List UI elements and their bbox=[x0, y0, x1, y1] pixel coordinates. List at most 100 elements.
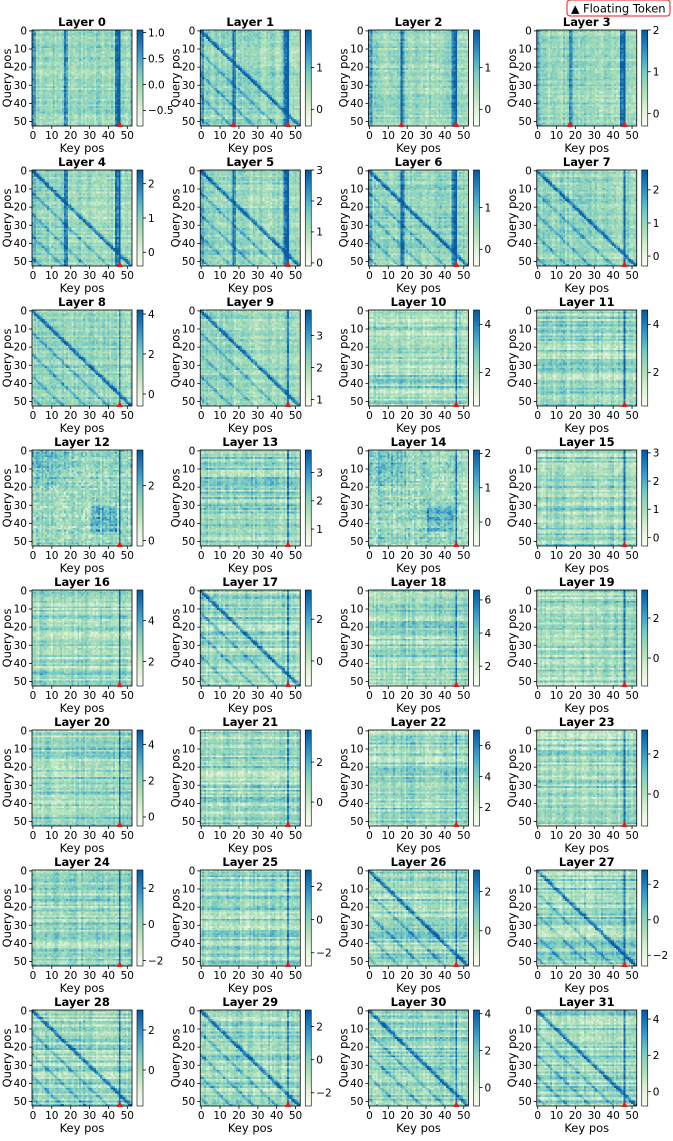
x-tick-label: 20 bbox=[232, 690, 245, 702]
colorbar-tick-label: 2 bbox=[148, 656, 155, 668]
y-tick-label: 0 bbox=[189, 166, 196, 178]
x-tick-label: 20 bbox=[64, 830, 77, 842]
x-tick-label: 50 bbox=[625, 830, 638, 842]
y-tick-label: 50 bbox=[350, 956, 363, 968]
colorbar bbox=[641, 309, 649, 407]
y-tick-label: 20 bbox=[182, 202, 195, 214]
x-tick-label: 0 bbox=[534, 970, 541, 982]
x-tick-label: 30 bbox=[83, 970, 96, 982]
x-axis-label: Key pos bbox=[60, 281, 105, 295]
y-tick-label: 20 bbox=[14, 482, 27, 494]
x-axis-label: Key pos bbox=[60, 141, 105, 155]
x-tick-label: 20 bbox=[400, 410, 413, 422]
x-tick-label: 40 bbox=[102, 130, 115, 142]
colorbar-tick-label: 0 bbox=[316, 656, 323, 668]
x-tick-label: 50 bbox=[625, 130, 638, 142]
x-tick-label: 40 bbox=[102, 550, 115, 562]
y-axis-label: Query pos bbox=[505, 49, 519, 108]
colorbar bbox=[304, 729, 312, 827]
y-tick-label: 10 bbox=[518, 464, 531, 476]
x-tick-label: 30 bbox=[588, 130, 601, 142]
y-tick-label: 10 bbox=[518, 44, 531, 56]
x-tick-label: 0 bbox=[366, 830, 373, 842]
x-tick-label: 40 bbox=[606, 130, 619, 142]
heatmap-frame bbox=[368, 729, 469, 827]
x-tick-label: 10 bbox=[382, 270, 395, 282]
floating-token-marker bbox=[566, 121, 573, 127]
y-tick-label: 20 bbox=[518, 902, 531, 914]
x-tick-label: 40 bbox=[438, 270, 451, 282]
x-tick-label: 50 bbox=[289, 1110, 302, 1122]
x-tick-label: 10 bbox=[550, 550, 563, 562]
x-tick-label: 50 bbox=[121, 970, 134, 982]
x-tick-label: 40 bbox=[438, 550, 451, 562]
x-tick-label: 30 bbox=[419, 270, 432, 282]
heatmap-frame bbox=[536, 169, 638, 267]
y-tick-label: 0 bbox=[357, 866, 364, 878]
colorbar-tick-label: 2 bbox=[485, 886, 492, 898]
heatmap-cells bbox=[536, 450, 637, 546]
x-axis-label: Key pos bbox=[564, 141, 609, 155]
colorbar bbox=[304, 869, 312, 967]
y-tick-label: 40 bbox=[518, 98, 531, 110]
panel-title: Layer 10 bbox=[391, 295, 447, 309]
colorbar bbox=[304, 309, 312, 407]
y-axis-label: Query pos bbox=[337, 49, 351, 108]
x-axis-label: Key pos bbox=[396, 841, 441, 855]
x-axis-label: Key pos bbox=[228, 841, 273, 855]
x-tick-label: 10 bbox=[45, 690, 58, 702]
colorbar-tick-label: 0 bbox=[653, 653, 660, 665]
y-tick-label: 0 bbox=[189, 446, 196, 458]
heatmap-cells bbox=[536, 310, 637, 406]
y-tick-label: 30 bbox=[518, 360, 531, 372]
y-tick-label: 0 bbox=[525, 866, 532, 878]
x-axis-label: Key pos bbox=[396, 141, 441, 155]
colorbar bbox=[473, 1009, 480, 1107]
panel-title: Layer 1 bbox=[226, 15, 274, 29]
y-tick-label: 0 bbox=[357, 586, 364, 598]
floating-token-marker bbox=[116, 541, 123, 547]
colorbar-tick-label: 1 bbox=[653, 504, 660, 516]
x-axis-label: Key pos bbox=[228, 701, 273, 715]
y-tick-label: 50 bbox=[14, 676, 27, 688]
y-tick-label: 10 bbox=[14, 44, 27, 56]
panel-title: Layer 7 bbox=[563, 155, 611, 169]
x-tick-label: 40 bbox=[102, 970, 115, 982]
y-axis-label: Query pos bbox=[505, 189, 519, 248]
colorbar-tick-label: 0 bbox=[653, 251, 660, 263]
x-tick-label: 50 bbox=[457, 410, 470, 422]
x-axis-label: Key pos bbox=[60, 981, 105, 995]
colorbar-tick-label: 4 bbox=[148, 309, 155, 321]
x-tick-label: 10 bbox=[213, 550, 226, 562]
x-tick-label: 50 bbox=[289, 130, 302, 142]
panel-title: Layer 15 bbox=[559, 435, 615, 449]
y-tick-label: 50 bbox=[14, 396, 27, 408]
y-tick-label: 30 bbox=[518, 220, 531, 232]
heatmap-frame bbox=[199, 449, 301, 547]
colorbar bbox=[136, 449, 144, 547]
y-tick-label: 10 bbox=[350, 884, 363, 896]
y-tick-label: 30 bbox=[350, 500, 363, 512]
y-axis-label: Query pos bbox=[337, 469, 351, 528]
y-tick-label: 50 bbox=[518, 956, 531, 968]
y-tick-label: 40 bbox=[182, 658, 195, 670]
heatmap-cells bbox=[200, 310, 301, 406]
y-tick-label: 50 bbox=[14, 116, 27, 128]
heatmap-frame bbox=[31, 309, 133, 407]
y-tick-label: 0 bbox=[525, 306, 532, 318]
colorbar bbox=[304, 589, 312, 687]
y-tick-label: 30 bbox=[350, 780, 363, 792]
y-tick-label: 40 bbox=[182, 1078, 195, 1090]
y-axis-label: Query pos bbox=[168, 609, 182, 668]
y-tick-label: 10 bbox=[518, 884, 531, 896]
x-tick-label: 0 bbox=[30, 830, 37, 842]
y-tick-label: 10 bbox=[350, 744, 363, 756]
x-tick-label: 50 bbox=[625, 550, 638, 562]
y-tick-label: 30 bbox=[350, 1060, 363, 1072]
x-tick-label: 30 bbox=[419, 690, 432, 702]
x-tick-label: 30 bbox=[588, 1110, 601, 1122]
